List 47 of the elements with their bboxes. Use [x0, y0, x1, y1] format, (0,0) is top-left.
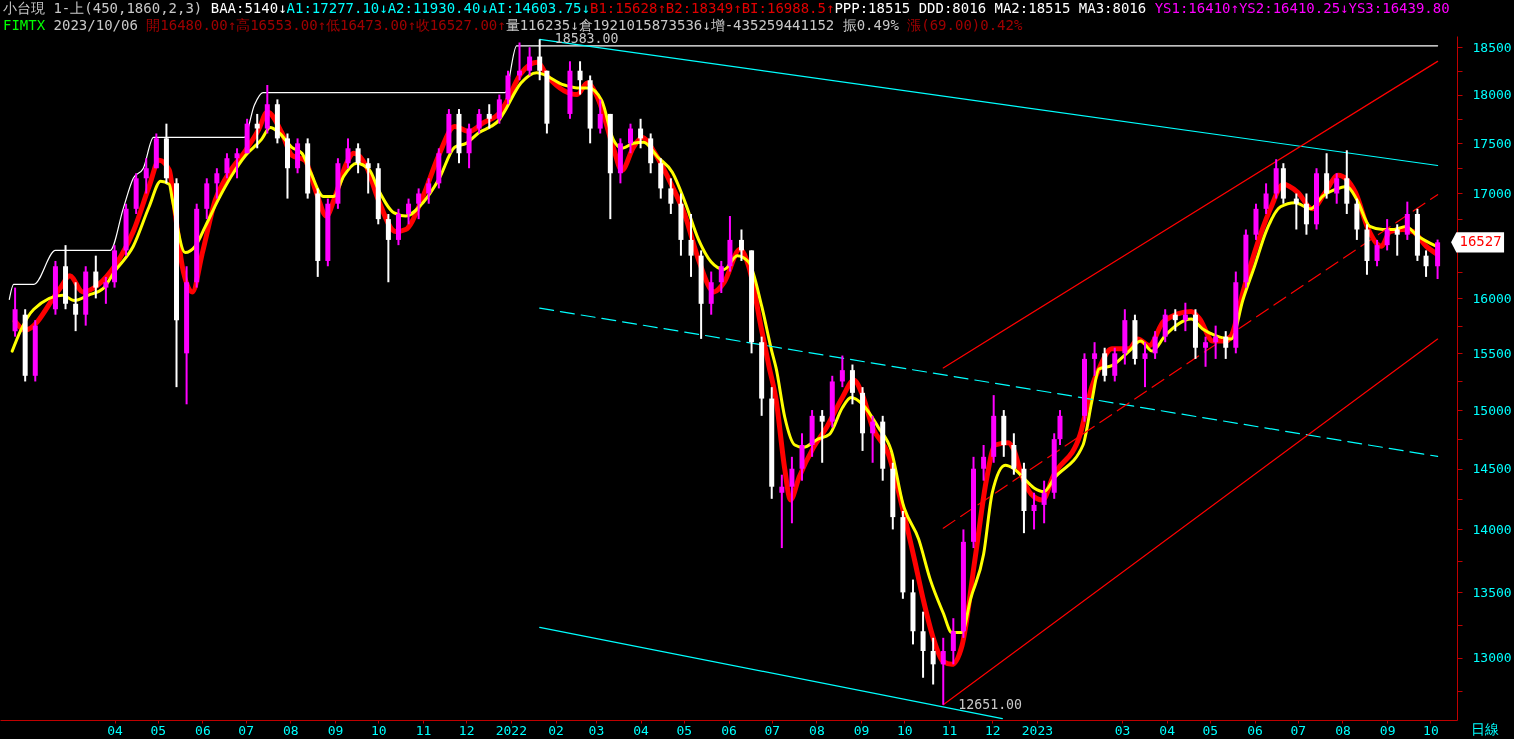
x-tick-label: 10: [1423, 722, 1439, 738]
x-tick-label: 09: [327, 722, 344, 738]
x-tick-label: 07: [238, 722, 255, 738]
x-tick-label: 11: [941, 722, 958, 738]
x-tick-label: 05: [150, 722, 167, 738]
y-tick-label: 13500: [1472, 584, 1512, 600]
x-tick-label: 09: [1379, 722, 1396, 738]
y-tick-label: 14000: [1472, 521, 1512, 537]
x-tick-label: 08: [809, 722, 825, 738]
y-tick-label: 18500: [1472, 39, 1512, 55]
x-tick-label: 11: [415, 722, 432, 738]
y-tick-label: 18000: [1472, 87, 1512, 103]
x-tick-label: 06: [721, 722, 737, 738]
text: 小台現 1-上(450,1860,2,3) BAA:5140↓A1:17277.10↓A2:11930.40↓AI:14603.75↓B1:15628↑B2:18349↑BI:16988.5↑PPP:18515 DDD:8016 MA2:18515 MA3:8016 YS1:16410↑YS2:16410.25↓YS3:16439.80: [3, 0, 1450, 16]
x-tick-label: 06: [195, 722, 211, 738]
x-tick-label: 03: [1114, 722, 1131, 738]
x-tick-label: 2023: [1021, 722, 1054, 738]
text: FIMTX 2023/10/06 開16480.00↑高16553.00↑低16473.00↑收16527.00↑量116235↓倉1921015873536↓增-435259441152 振0.49% 漲(69.00)0.42%: [3, 16, 1023, 33]
x-tick-label: 12: [984, 722, 1001, 738]
x-tick-label: 08: [1335, 722, 1351, 738]
x-tick-label: 08: [283, 722, 299, 738]
x-tick-label: 12: [458, 722, 475, 738]
x-tick-label: 06: [1247, 722, 1263, 738]
x-tick-label: 07: [764, 722, 781, 738]
x-tick-label: 09: [853, 722, 870, 738]
y-tick-label: 17000: [1472, 185, 1512, 201]
y-tick-label: 13000: [1472, 650, 1512, 666]
y-tick-label: 15000: [1472, 402, 1512, 418]
x-tick-label: 10: [370, 722, 387, 738]
x-tick-label: 05: [676, 722, 693, 738]
x-tick-label: 04: [1159, 722, 1176, 738]
y-tick-label: 17500: [1472, 135, 1512, 151]
y-tick-label: 14500: [1472, 461, 1512, 477]
y-tick-label: 16000: [1472, 290, 1512, 306]
x-tick-label: 04: [633, 722, 650, 738]
x-tick-label: 07: [1290, 722, 1307, 738]
annotation: 12651.00: [958, 696, 1023, 712]
annotation: 18583.00: [554, 31, 619, 47]
x-tick-label: 10: [897, 722, 913, 738]
x-tick-label: 03: [588, 722, 605, 738]
x-tick-label: 04: [107, 722, 124, 738]
x-tick-label: 2022: [495, 722, 528, 738]
annotation: 16527: [1459, 233, 1502, 250]
x-tick-label: 02: [548, 722, 564, 738]
y-tick-label: 15500: [1472, 345, 1512, 361]
text: 日線: [1471, 721, 1499, 737]
x-tick-label: 05: [1202, 722, 1219, 738]
